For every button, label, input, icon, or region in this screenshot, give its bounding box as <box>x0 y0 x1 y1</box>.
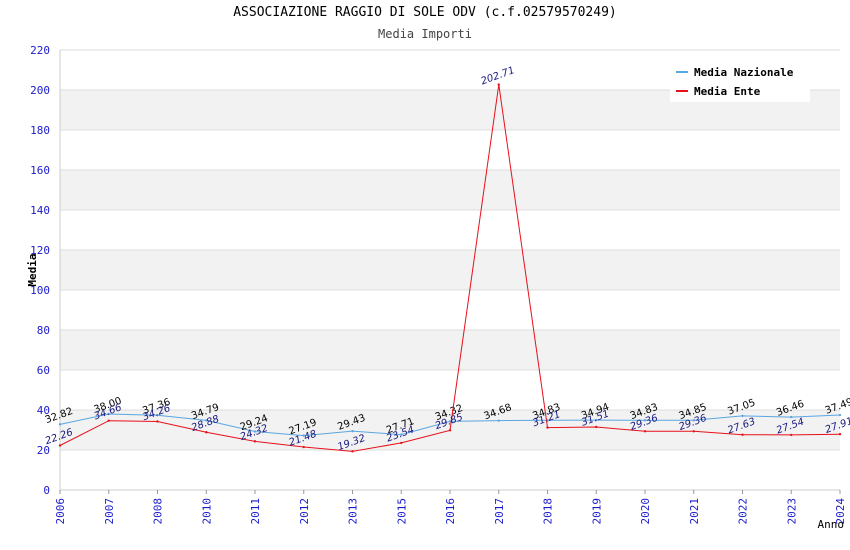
y-tick-label: 80 <box>37 324 50 337</box>
y-tick-label: 20 <box>37 444 50 457</box>
data-point <box>741 433 744 436</box>
data-point <box>497 419 500 422</box>
data-point <box>838 432 842 436</box>
y-tick-label: 0 <box>43 484 50 497</box>
data-point <box>156 420 159 423</box>
y-tick-label: 200 <box>30 84 50 97</box>
data-point <box>546 426 549 429</box>
data-point <box>595 418 598 422</box>
data-point <box>448 420 452 423</box>
y-tick-label: 220 <box>30 44 50 57</box>
data-point <box>253 430 257 433</box>
x-tick-label: 2013 <box>347 498 360 525</box>
data-point <box>790 433 793 437</box>
data-point <box>595 425 598 429</box>
grid-band <box>60 330 840 370</box>
chart-subtitle: Media Importi <box>378 27 472 41</box>
y-tick-label: 100 <box>30 284 50 297</box>
x-tick-label: 2008 <box>152 498 165 525</box>
data-point <box>107 419 110 422</box>
y-tick-label: 40 <box>37 404 50 417</box>
data-point <box>497 83 500 86</box>
data-point <box>58 444 62 447</box>
data-point <box>448 429 452 432</box>
data-point <box>838 413 842 417</box>
y-tick-label: 140 <box>30 204 50 217</box>
data-point <box>643 419 647 422</box>
data-point <box>302 445 305 449</box>
x-tick-label: 2016 <box>444 498 457 525</box>
y-tick-label: 60 <box>37 364 50 377</box>
data-point <box>351 450 354 453</box>
x-tick-label: 2019 <box>590 498 603 525</box>
x-tick-label: 2018 <box>542 498 555 525</box>
legend-label: Media Nazionale <box>694 66 794 79</box>
x-tick-label: 2020 <box>639 498 652 525</box>
data-point <box>156 414 159 417</box>
grid-band <box>60 170 840 210</box>
data-point <box>400 433 403 436</box>
data-point <box>107 412 110 416</box>
x-tick-label: 2021 <box>688 498 701 525</box>
y-tick-label: 180 <box>30 124 50 137</box>
y-tick-label: 120 <box>30 244 50 257</box>
data-point <box>692 430 695 433</box>
legend-box <box>670 58 810 102</box>
x-tick-label: 2023 <box>785 498 798 525</box>
chart-title: ASSOCIAZIONE RAGGIO DI SOLE ODV (c.f.025… <box>233 5 617 20</box>
data-point <box>790 415 793 419</box>
x-tick-label: 2022 <box>737 498 750 525</box>
data-point <box>400 441 403 445</box>
x-tick-label: 2011 <box>249 498 262 525</box>
data-point <box>643 430 647 433</box>
data-point <box>351 429 354 433</box>
x-axis-label: Anno <box>818 518 845 531</box>
data-point <box>741 414 744 418</box>
grid-band <box>60 250 840 290</box>
data-point <box>205 419 208 422</box>
y-tick-label: 160 <box>30 164 50 177</box>
x-tick-label: 2006 <box>54 498 67 525</box>
data-point <box>692 419 695 422</box>
data-point <box>205 431 208 434</box>
x-tick-label: 2012 <box>298 498 311 525</box>
legend-label: Media Ente <box>694 85 761 98</box>
x-tick-label: 2017 <box>493 498 506 525</box>
data-point <box>253 440 257 443</box>
data-point <box>302 434 305 437</box>
x-tick-label: 2010 <box>200 498 213 525</box>
x-tick-label: 2024 <box>834 498 847 525</box>
x-tick-label: 2007 <box>103 498 116 525</box>
y-axis-label: Media <box>26 253 39 286</box>
x-tick-label: 2015 <box>395 498 408 525</box>
data-point <box>58 423 62 426</box>
